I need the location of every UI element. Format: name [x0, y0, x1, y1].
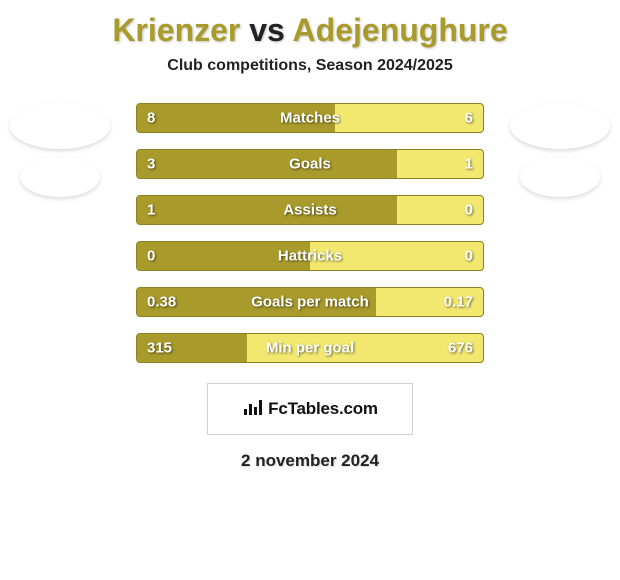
stat-value-left: 1: [147, 202, 155, 219]
stat-row: 0 Hattricks 0: [136, 241, 484, 271]
stat-value-right: 1: [465, 156, 473, 173]
stat-rows: 8 Matches 6 3 Goals 1 1 Assists 0 0 Hattricks 0 0.38…: [136, 103, 484, 363]
title-vs: vs: [240, 12, 292, 48]
bar-chart-icon: [242, 397, 264, 421]
comparison-chart: 8 Matches 6 3 Goals 1 1 Assists 0 0 Hattricks 0 0.38…: [0, 103, 620, 363]
player-right-avatar: [510, 103, 610, 149]
stat-value-left: 0: [147, 248, 155, 265]
brand-badge[interactable]: FcTables.com: [207, 383, 413, 435]
stat-metric-label: Goals: [289, 156, 331, 173]
stat-value-left: 315: [147, 340, 172, 357]
stat-row: 0.38 Goals per match 0.17: [136, 287, 484, 317]
stat-row: 315 Min per goal 676: [136, 333, 484, 363]
comparison-title: Krienzer vs Adejenughure: [0, 0, 620, 49]
stat-metric-label: Min per goal: [266, 340, 354, 357]
stat-value-right: 676: [448, 340, 473, 357]
stat-value-right: 0: [465, 248, 473, 265]
stat-fill-left: [137, 150, 397, 178]
stat-row: 8 Matches 6: [136, 103, 484, 133]
player-right-name: Adejenughure: [293, 12, 508, 48]
brand-text: FcTables.com: [268, 399, 378, 419]
stat-metric-label: Hattricks: [278, 248, 342, 265]
snapshot-date: 2 november 2024: [0, 451, 620, 471]
player-right-avatar-shadow: [520, 157, 600, 197]
player-left-avatar-shadow: [20, 157, 100, 197]
stat-metric-label: Assists: [283, 202, 336, 219]
stat-value-right: 6: [465, 110, 473, 127]
player-left-avatar: [10, 103, 110, 149]
player-left-name: Krienzer: [112, 12, 240, 48]
stat-value-left: 3: [147, 156, 155, 173]
stat-value-left: 0.38: [147, 294, 176, 311]
stat-metric-label: Matches: [280, 110, 340, 127]
stat-fill-left: [137, 196, 397, 224]
stat-metric-label: Goals per match: [251, 294, 369, 311]
stat-row: 1 Assists 0: [136, 195, 484, 225]
stat-value-left: 8: [147, 110, 155, 127]
stat-value-right: 0.17: [444, 294, 473, 311]
stat-value-right: 0: [465, 202, 473, 219]
competition-subtitle: Club competitions, Season 2024/2025: [0, 57, 620, 75]
stat-row: 3 Goals 1: [136, 149, 484, 179]
